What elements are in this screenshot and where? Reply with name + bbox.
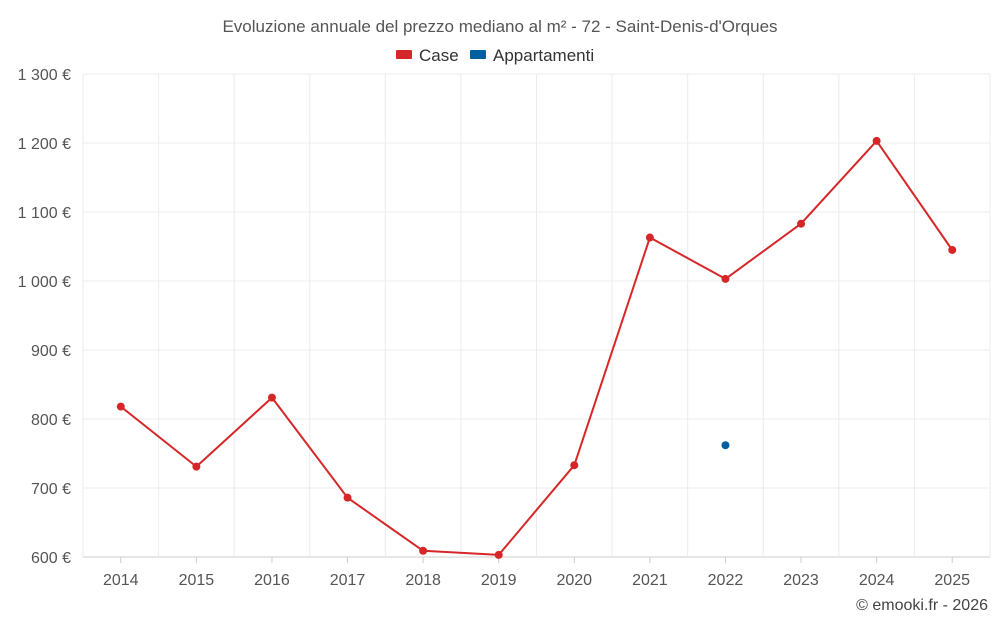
- legend-swatch-appartamenti: [470, 50, 486, 59]
- chart-credit: © emooki.fr - 2026: [856, 597, 988, 614]
- data-point-case[interactable]: [721, 274, 730, 283]
- x-tick-label: 2015: [179, 572, 215, 589]
- x-tick-label: 2021: [632, 572, 668, 589]
- x-tick-label: 2025: [934, 572, 970, 589]
- series: [116, 136, 957, 559]
- x-tick-label: 2023: [783, 572, 819, 589]
- x-tick-label: 2024: [859, 572, 895, 589]
- data-point-case[interactable]: [343, 493, 352, 502]
- legend-item-case[interactable]: Case: [396, 46, 459, 65]
- data-point-case[interactable]: [570, 461, 579, 470]
- y-tick-label: 1 300 €: [18, 67, 71, 84]
- x-tick-label: 2019: [481, 572, 517, 589]
- data-point-case[interactable]: [116, 402, 125, 411]
- series-line-case: [120, 139, 954, 556]
- x-tick-label: 2017: [330, 572, 366, 589]
- data-point-case[interactable]: [419, 546, 428, 555]
- y-tick-label: 1 000 €: [18, 274, 71, 291]
- y-tick-label: 1 200 €: [18, 136, 71, 153]
- data-point-case[interactable]: [872, 136, 881, 145]
- legend-swatch-case: [396, 50, 412, 59]
- legend: Case Appartamenti: [396, 46, 594, 65]
- data-point-case[interactable]: [645, 233, 654, 242]
- grid: [82, 73, 991, 558]
- x-tick-label: 2018: [405, 572, 441, 589]
- y-tick-label: 700 €: [31, 481, 71, 498]
- y-tick-label: 600 €: [31, 550, 71, 567]
- x-axis: 2014 2015 2016 2017 2018 2019 2020 2021 2022 2023…: [103, 557, 970, 589]
- data-point-case[interactable]: [494, 550, 503, 559]
- x-tick-label: 2022: [708, 572, 744, 589]
- y-axis: 600 € 700 € 800 € 900 € 1 000 € 1 100 € 1 200 …: [18, 67, 71, 567]
- legend-label-case: Case: [419, 46, 459, 65]
- legend-label-appartamenti: Appartamenti: [493, 46, 594, 65]
- x-tick-label: 2014: [103, 572, 139, 589]
- data-point-case[interactable]: [267, 393, 276, 402]
- y-tick-label: 1 100 €: [18, 205, 71, 222]
- data-point-case[interactable]: [948, 245, 957, 254]
- data-point-case[interactable]: [192, 462, 201, 471]
- data-point-appartamenti[interactable]: [721, 441, 730, 450]
- data-point-case[interactable]: [797, 219, 806, 228]
- y-tick-label: 900 €: [31, 343, 71, 360]
- x-tick-label: 2020: [556, 572, 592, 589]
- y-tick-label: 800 €: [31, 412, 71, 429]
- x-tick-label: 2016: [254, 572, 290, 589]
- legend-item-appartamenti[interactable]: Appartamenti: [470, 46, 594, 65]
- chart-title: Evoluzione annuale del prezzo mediano al…: [222, 17, 777, 36]
